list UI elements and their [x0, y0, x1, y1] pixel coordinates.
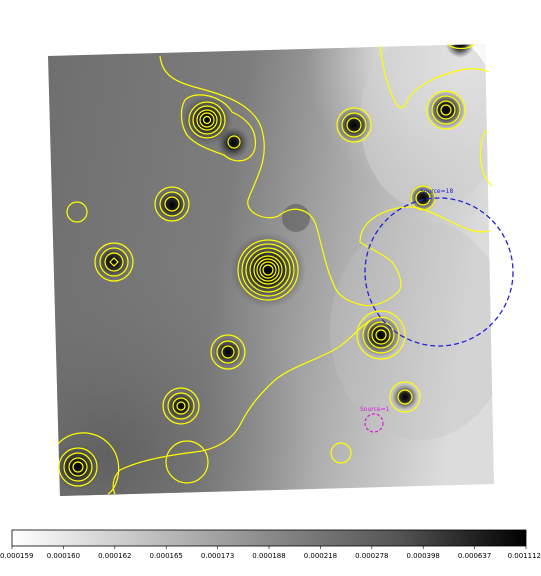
source-blob [392, 384, 418, 410]
colorbar-tick-label: 0.000165 [149, 552, 182, 560]
contour-line [379, 45, 489, 109]
contour-line [112, 319, 371, 495]
contour-line [165, 440, 209, 484]
contour-group [57, 432, 120, 495]
contour-group [336, 107, 372, 143]
colorbar-tick-label: 0.001112 [508, 552, 541, 560]
colorbar-tick-label: 0.000278 [355, 552, 388, 560]
contour-group [94, 242, 134, 282]
colorbar-tick-label: 0.000637 [458, 552, 491, 560]
source-blob [446, 44, 474, 58]
colorbar-gradient [11, 529, 527, 547]
contour-line [447, 43, 475, 50]
source-blob [358, 314, 402, 358]
source-blob [164, 389, 198, 423]
region-source-1[interactable]: Source=1 [360, 406, 390, 433]
source-blob [409, 184, 437, 212]
source-blob [217, 127, 249, 159]
contour-line [330, 442, 352, 464]
sky-image[interactable]: Source=18 Source=1 [0, 0, 541, 528]
contour-group [426, 90, 466, 130]
source-blob [53, 443, 101, 491]
contour-line [159, 55, 491, 307]
colorbar-tick-label: 0.000160 [47, 552, 80, 560]
contour-line [479, 129, 493, 187]
contour-group [210, 334, 246, 370]
region-source-18[interactable]: Source=18 [364, 188, 514, 347]
contour-group [389, 381, 421, 413]
source-blob [336, 107, 372, 143]
colorbar-tick-label: 0.000188 [252, 552, 285, 560]
contour-overlay [57, 43, 493, 495]
contour-line [66, 201, 88, 223]
contour-group [356, 310, 406, 360]
colorbar-tick-label: 0.000173 [201, 552, 234, 560]
contour-group [237, 239, 299, 301]
colorbar-tick-label: 0.000398 [406, 552, 439, 560]
image-frame [48, 44, 494, 496]
region-label-source-18: Source=18 [420, 188, 453, 195]
colorbar[interactable]: 0.000159 0.000160 0.000162 0.000165 0.000173… [0, 528, 541, 576]
contour-group [162, 387, 200, 425]
contour-group [154, 186, 190, 222]
colorbar-tick-label: 0.000218 [304, 552, 337, 560]
colorbar-tick-label: 0.000159 [0, 552, 33, 560]
region-label-source-1: Source=1 [360, 406, 390, 413]
colorbar-ticks: 0.000159 0.000160 0.000162 0.000165 0.000173… [0, 546, 541, 560]
colorbar-tick-label: 0.000162 [98, 552, 131, 560]
contour-group [180, 94, 257, 162]
